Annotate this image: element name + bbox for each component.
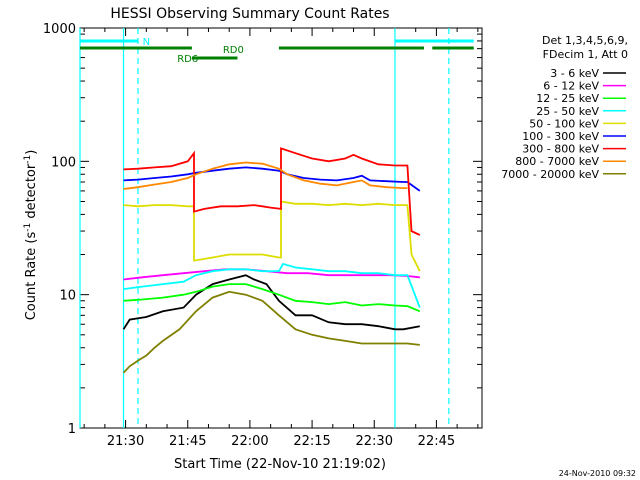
series-line-4 — [123, 200, 421, 272]
legend-label-3: 25 - 50 keV — [536, 105, 599, 118]
x-tick-label-2: 22:00 — [231, 434, 268, 449]
legend-label-4: 50 - 100 keV — [529, 117, 599, 130]
chart-title: HESSI Observing Summary Count Rates — [110, 6, 389, 22]
series-line-3 — [123, 262, 421, 308]
legend-label-2: 12 - 25 keV — [536, 92, 599, 105]
legend-label-0: 3 - 6 keV — [550, 67, 599, 80]
legend-label-6: 300 - 800 keV — [522, 143, 599, 156]
x-tick-label-3: 22:15 — [293, 434, 330, 449]
legend-label-5: 100 - 300 keV — [522, 130, 599, 143]
footer-timestamp: 24-Nov-2010 09:32 — [559, 469, 636, 478]
series-line-7 — [123, 161, 408, 190]
series-line-2 — [123, 283, 421, 313]
x-axis-label: Start Time (22-Nov-10 21:19:02) — [174, 457, 386, 472]
y-tick-label-2: 100 — [51, 155, 76, 170]
x-tick-label-5: 22:45 — [418, 434, 455, 449]
series-line-5 — [123, 166, 421, 192]
series-line-8 — [122, 290, 420, 374]
flag-label-N: N — [143, 37, 150, 48]
series-line-6 — [123, 147, 421, 236]
y-tick-label-3: 1000 — [43, 22, 76, 37]
y-tick-label-0: 1 — [68, 422, 76, 437]
legend-header-1: Det 1,3,4,5,6,9, — [542, 34, 628, 47]
x-tick-label-4: 22:30 — [356, 434, 393, 449]
legend-header-2: FDecim 1, Att 0 — [543, 48, 628, 61]
flag-label-RD0: RD0 — [223, 45, 244, 56]
legend-label-7: 800 - 7000 keV — [515, 155, 599, 168]
series-line-1 — [123, 268, 420, 281]
legend-label-8: 7000 - 20000 keV — [501, 168, 599, 181]
x-tick-label-1: 21:45 — [169, 434, 206, 449]
y-axis-label: Count Rate (s-1 detector-1) — [23, 150, 39, 321]
flag-label-RD6: RD6 — [177, 54, 198, 65]
x-tick-label-0: 21:30 — [107, 434, 144, 449]
legend-label-1: 6 - 12 keV — [543, 80, 599, 93]
y-tick-label-1: 10 — [59, 289, 76, 304]
series-line-0 — [122, 274, 420, 331]
